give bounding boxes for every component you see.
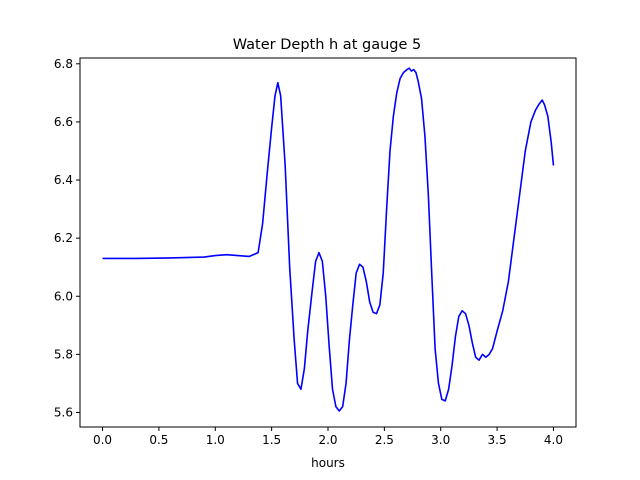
y-tick-label: 5.8 (54, 347, 73, 361)
x-tick-label: 1.5 (262, 433, 281, 447)
y-tick-label: 6.2 (54, 231, 73, 245)
x-tick-label: 2.0 (318, 433, 337, 447)
x-tick-label: 4.0 (544, 433, 563, 447)
x-tick-label: 2.5 (375, 433, 394, 447)
y-tick-label: 6.4 (54, 173, 73, 187)
y-tick-label: 6.6 (54, 115, 73, 129)
series-line-0 (102, 67, 555, 412)
plot-area (102, 67, 555, 412)
axes-frame (79, 57, 577, 428)
x-axis-label: hours (311, 456, 345, 470)
x-tick-label: 0.0 (93, 433, 112, 447)
x-tick-label: 0.5 (149, 433, 168, 447)
y-tick-label: 6.0 (54, 289, 73, 303)
chart-title: Water Depth h at gauge 5 (233, 37, 421, 53)
x-tick-label: 1.0 (206, 433, 225, 447)
x-tick-label: 3.5 (488, 433, 507, 447)
y-tick-label: 5.6 (54, 405, 73, 419)
y-tick-label: 6.8 (54, 57, 73, 71)
x-axis: 0.0 0.5 1.0 1.5 2.0 2.5 3.0 3.5 4.0 (93, 427, 563, 447)
x-tick-label: 3.0 (431, 433, 450, 447)
y-axis: 5.6 5.8 6.0 6.2 6.4 6.6 6.8 (54, 57, 80, 419)
